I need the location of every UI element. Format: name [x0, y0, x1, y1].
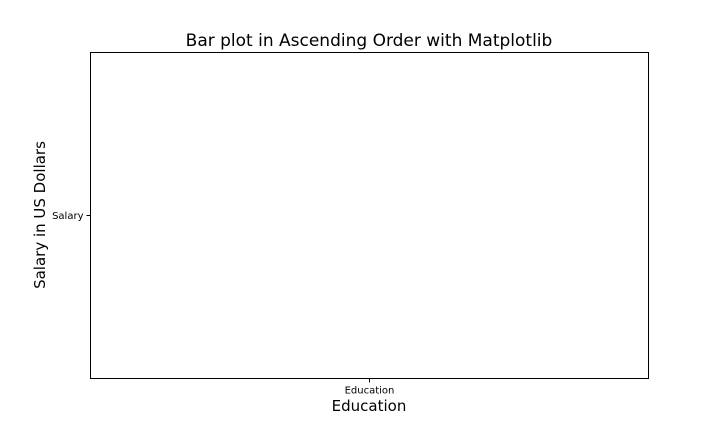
- chart-title: Bar plot in Ascending Order with Matplot…: [186, 31, 553, 51]
- x-tick-label: Education: [345, 386, 395, 397]
- y-axis-ticks: Salary: [52, 211, 91, 222]
- plot-area-frame: [90, 52, 649, 379]
- x-axis-label: Education: [332, 397, 407, 415]
- x-axis-ticks: Education: [345, 378, 395, 397]
- y-tick-label: Salary: [52, 211, 83, 222]
- y-axis-label: Salary in US Dollars: [31, 141, 49, 289]
